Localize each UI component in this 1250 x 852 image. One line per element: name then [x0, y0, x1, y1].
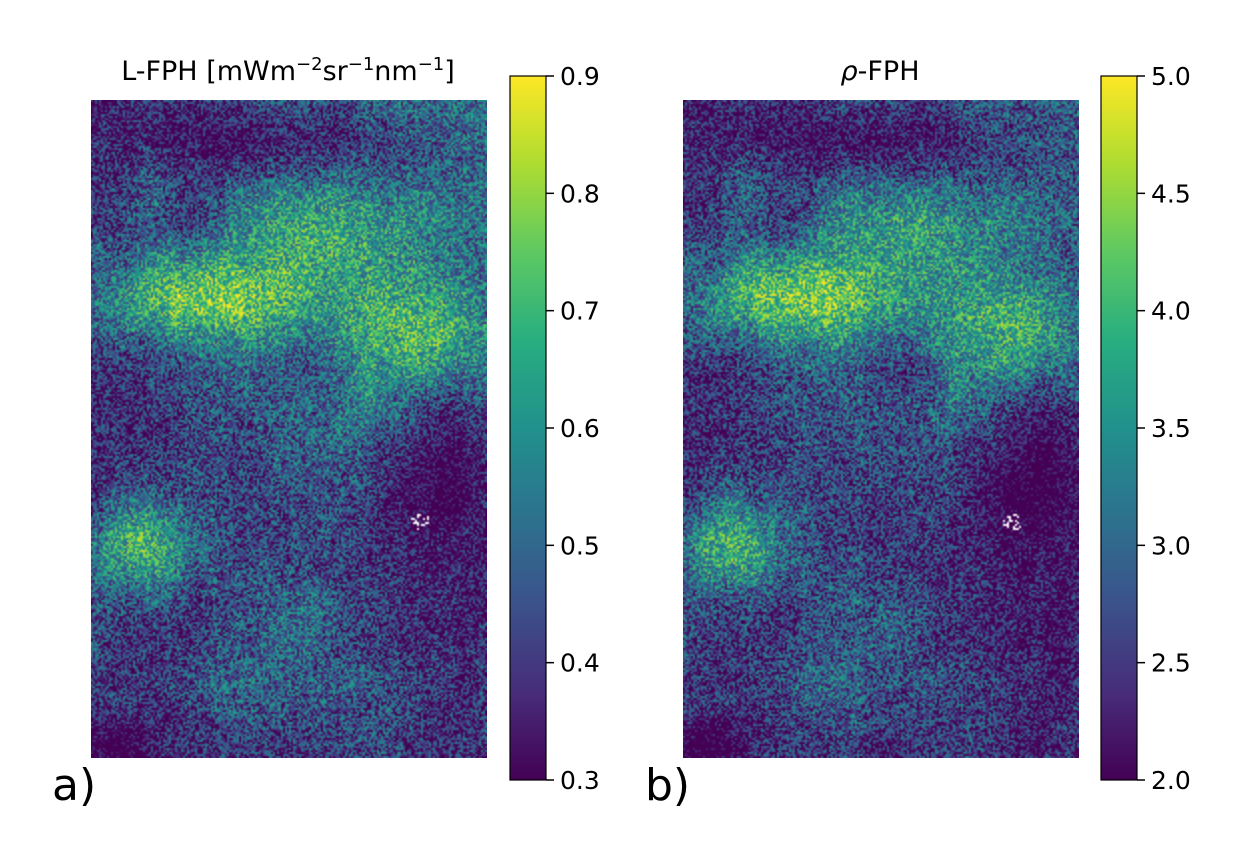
colorbar-tick-label: 0.7: [560, 297, 600, 326]
colorbar-tick-label: 0.3: [560, 766, 600, 795]
colorbar-tick-label: 0.6: [560, 414, 600, 443]
panel-b-heatmap: [683, 100, 1079, 758]
title-part: −2: [296, 54, 323, 75]
panel-a-heatmap: [91, 100, 487, 758]
panel-b-colorbar: [1100, 75, 1138, 781]
colorbar-tick-label: 4.0: [1151, 297, 1191, 326]
colorbar-tick-label: 2.5: [1151, 649, 1191, 678]
colorbar-tick-label: 3.0: [1151, 531, 1191, 560]
panel-b: ρ-FPH b) 2.0 2.5 3.0 3.5 4.0 4.5 5.0: [645, 56, 1191, 811]
title-part: −1: [418, 54, 445, 75]
title-part: ]: [444, 56, 455, 87]
title-part: -FPH: [858, 56, 920, 87]
panel-a-label: a): [52, 760, 96, 811]
colorbar-tick-label: 5.0: [1151, 62, 1191, 91]
panel-b-label: b): [645, 760, 690, 811]
title-part: nm: [374, 56, 417, 87]
colorbar-tick-label: 2.0: [1151, 766, 1191, 795]
colorbar-tick-label: 0.8: [560, 179, 600, 208]
colorbar-tick-label: 4.5: [1151, 179, 1191, 208]
title-part: sr: [323, 56, 349, 87]
title-part: L-FPH [mWm: [121, 56, 296, 87]
colorbar-tick-label: 0.5: [560, 531, 600, 560]
panel-a-colorbar-ticks: 0.3 0.4 0.5 0.6 0.7 0.8 0.9: [546, 62, 600, 795]
colorbar-tick-label: 0.9: [560, 62, 600, 91]
colorbar-tick-label: 3.5: [1151, 414, 1191, 443]
panel-a-colorbar: [509, 75, 547, 781]
panel-b-title: ρ-FPH: [841, 56, 920, 87]
title-part: −1: [348, 54, 375, 75]
panel-b-colorbar-ticks: 2.0 2.5 3.0 3.5 4.0 4.5 5.0: [1137, 62, 1191, 795]
panel-a: L-FPH [mWm−2sr−1nm−1] a) 0.30.40.50.60.7…: [52, 54, 600, 812]
panel-a-title: L-FPH [mWm−2sr−1nm−1]: [121, 54, 455, 88]
colorbar-tick-label: 0.4: [560, 649, 600, 678]
title-part: ρ: [841, 56, 858, 87]
